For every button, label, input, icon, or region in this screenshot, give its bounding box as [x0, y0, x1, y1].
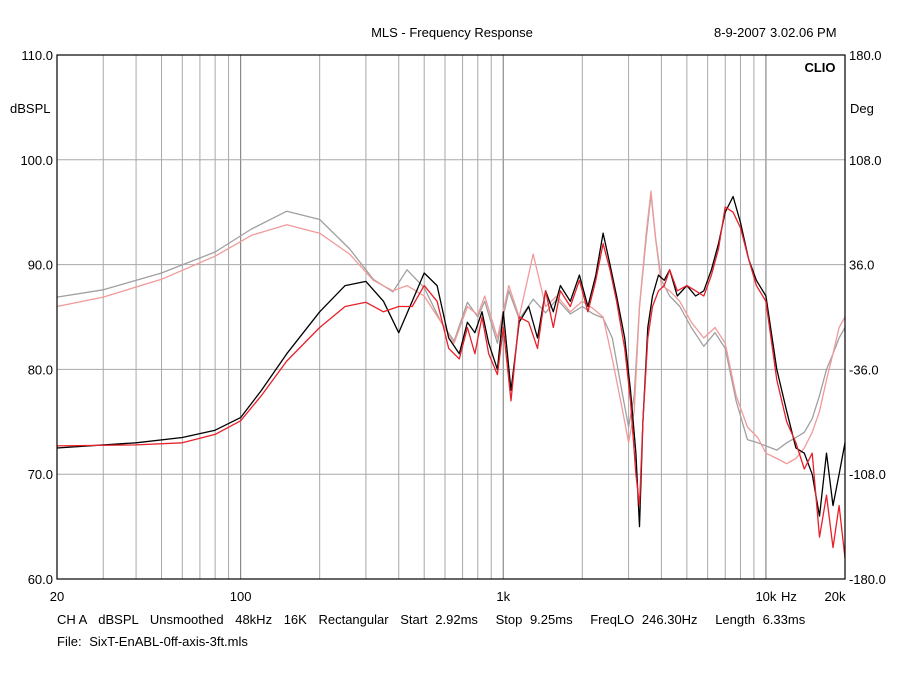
y2-tick-label: -36.0	[849, 362, 879, 377]
date-text: 8-9-2007	[714, 25, 766, 40]
y2-tick-label: -108.0	[849, 467, 886, 482]
y-tick-label: 70.0	[28, 467, 53, 482]
footer-stop-label: Stop	[496, 612, 523, 627]
footer-channel: CH A	[57, 612, 88, 627]
chart-date: 8-9-2007 3.02.06 PM	[714, 25, 837, 40]
y-axis-label: dBSPL	[10, 101, 50, 116]
x-tick-label: 100	[230, 589, 252, 604]
footer-freqlo-label: FreqLO	[590, 612, 634, 627]
series-line-pink	[56, 190, 846, 465]
y2-tick-label: -180.0	[849, 572, 886, 587]
footer-start-value: 2.92ms	[435, 612, 478, 627]
y2-axis-label: Deg	[850, 101, 874, 116]
y2-tick-label: 108.0	[849, 153, 882, 168]
footer-start-label: Start	[400, 612, 428, 627]
y2-tick-label: 180.0	[849, 48, 882, 63]
y-tick-label: 80.0	[28, 362, 53, 377]
grid	[57, 55, 845, 579]
brand-label: CLIO	[804, 60, 835, 75]
footer-file-name: SixT-EnABL-0ff-axis-3ft.mls	[89, 634, 248, 649]
series-line-black	[56, 195, 846, 528]
footer-rate: 48kHz	[235, 612, 272, 627]
x-tick-label: 10k	[755, 589, 776, 604]
time-black: 3.02.06 PM	[770, 25, 837, 40]
y-tick-label: 100.0	[20, 153, 53, 168]
y2-tick-labels: -180.0 -108.0 -36.0 36.0 108.0 180.0	[849, 48, 886, 587]
plot-border	[56, 54, 846, 580]
series-line-red	[56, 206, 846, 559]
y-tick-labels: 60.0 70.0 80.0 90.0 100.0 110.0	[20, 48, 53, 587]
footer-freqlo-value: 246.30Hz	[642, 612, 698, 627]
footer-file: File: SixT-EnABL-0ff-axis-3ft.mls	[57, 634, 248, 649]
y-tick-label: 110.0	[21, 48, 53, 63]
footer-params: CH A dBSPL Unsmoothed 48kHz 16K Rectangu…	[57, 612, 806, 627]
footer-length-value: 6.33ms	[763, 612, 806, 627]
series-line-gray	[56, 193, 846, 451]
footer-file-label: File:	[57, 634, 82, 649]
y2-tick-label: 36.0	[849, 258, 874, 273]
chart-title: MLS - Frequency Response	[371, 25, 533, 40]
y-tick-label: 60.0	[28, 572, 53, 587]
x-tick-label: 1k	[496, 589, 510, 604]
x-tick-label: 20k	[825, 589, 846, 604]
x-unit-label: Hz	[781, 589, 797, 604]
y-tick-label: 90.0	[28, 258, 53, 273]
x-tick-label: 20	[50, 589, 64, 604]
x-tick-labels: 20 100 1k 10k 20k	[50, 589, 846, 604]
footer-unit: dBSPL	[98, 612, 138, 627]
footer-stop-value: 9.25ms	[530, 612, 573, 627]
footer-length-label: Length	[715, 612, 755, 627]
plot-frame	[56, 54, 846, 580]
footer-size: 16K	[284, 612, 307, 627]
footer-window: Rectangular	[318, 612, 389, 627]
series-group	[56, 190, 846, 559]
footer-smoothing: Unsmoothed	[150, 612, 224, 627]
